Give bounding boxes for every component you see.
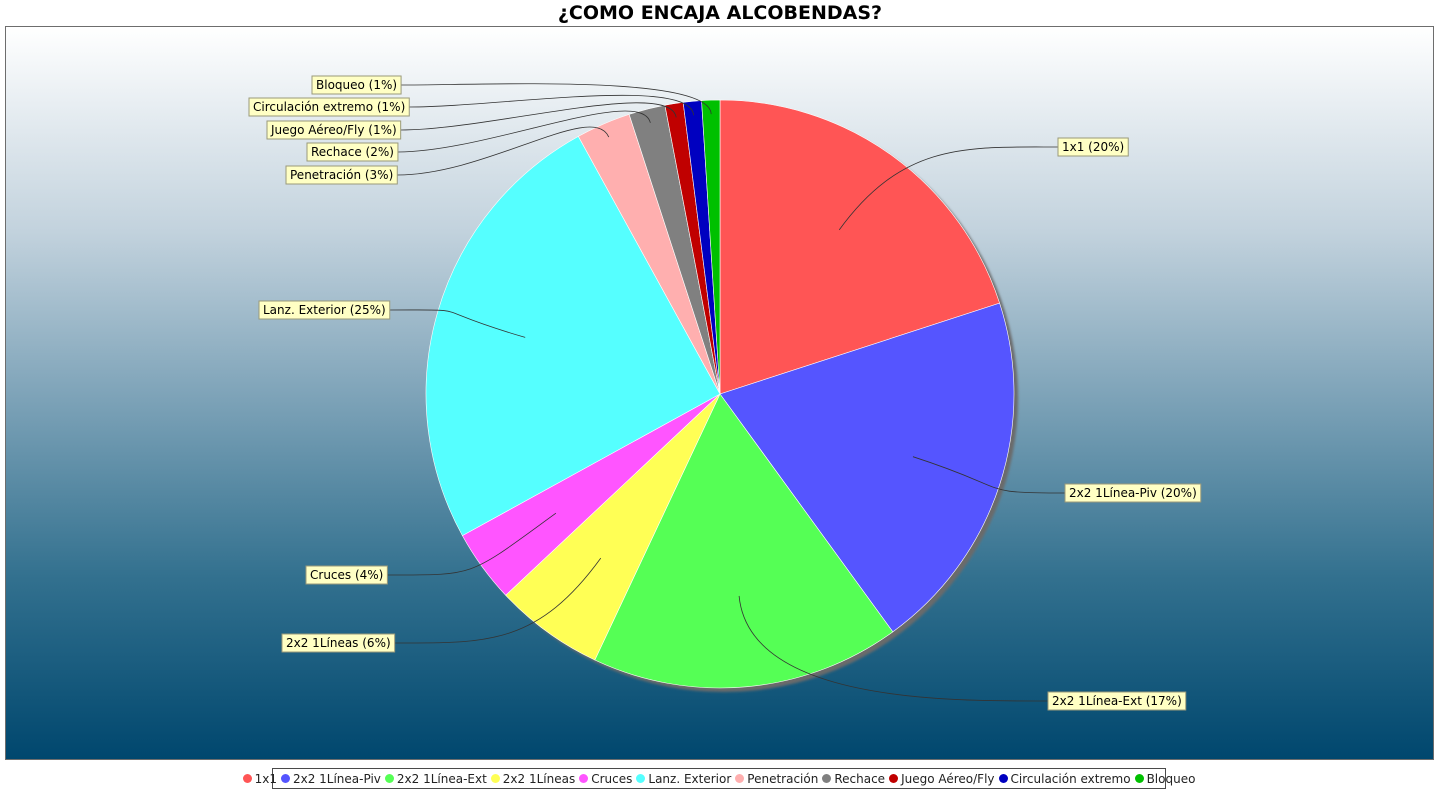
slice-label-box-circulacion-extremo [248, 97, 410, 117]
legend-item-cruces: Cruces [579, 772, 632, 786]
pie-slice-bloqueo[interactable] [701, 99, 721, 395]
legend-swatch-lanz-exterior [636, 774, 646, 783]
legend-label-2x2-1lineas: 2x2 1Líneas [502, 771, 576, 786]
slice-label-juego-aereo-fly: Juego Aéreo/Fly (1%) [266, 120, 402, 140]
pie-slice-lanz-exterior[interactable] [425, 135, 721, 537]
legend-item-circulacion-extremo: Circulación extremo [998, 771, 1131, 786]
slice-label-text-1x1: 1x1 (20%) [1062, 140, 1124, 154]
legend-swatch-rechace [822, 774, 832, 783]
slice-label-penetracion: Penetración (3%) [285, 165, 398, 185]
legend-item-2x2-1linea-ext: 2x2 1Línea-Ext [384, 771, 487, 786]
legend-swatch-bloqueo [1134, 774, 1144, 783]
legend-label-2x2-1linea-ext: 2x2 1Línea-Ext [396, 771, 487, 786]
legend-swatch-penetracion [735, 774, 745, 783]
slice-label-box-2x2-1linea-piv [1064, 483, 1202, 503]
slice-label-2x2-1linea-ext: 2x2 1Línea-Ext (17%) [1047, 691, 1187, 711]
chart-title: ¿COMO ENCAJA ALCOBENDAS? [557, 2, 883, 24]
slice-label-2x2-1lineas: 2x2 1Líneas (6%) [281, 633, 396, 653]
slice-label-text-penetracion: Penetración (3%) [290, 168, 393, 182]
slice-label-box-cruces [305, 565, 388, 585]
legend-label-juego-aereo-fly: Juego Aéreo/Fly [901, 771, 995, 786]
legend-label-2x2-1linea-piv: 2x2 1Línea-Piv [292, 771, 381, 786]
leader-line-circulacion-extremo [409, 94, 695, 116]
slice-label-box-bloqueo [311, 75, 402, 95]
slice-label-2x2-1linea-piv: 2x2 1Línea-Piv (20%) [1064, 483, 1202, 503]
slice-label-text-2x2-1linea-piv: 2x2 1Línea-Piv (20%) [1069, 486, 1197, 500]
slice-label-text-cruces: Cruces (4%) [310, 568, 383, 582]
slice-label-box-1x1 [1057, 137, 1129, 157]
slice-label-text-juego-aereo-fly: Juego Aéreo/Fly (1%) [270, 123, 397, 137]
leader-line-juego-aereo-fly [400, 102, 677, 131]
legend-label-bloqueo: Bloqueo [1146, 771, 1196, 786]
legend: 1x1 2x2 1Línea-Piv 2x2 1Línea-Ext 2x2 1Líne… [242, 768, 1195, 789]
legend-item-penetracion: Penetración [735, 772, 818, 786]
leader-line-2x2-1linea-ext [738, 595, 1049, 702]
slice-label-cruces: Cruces (4%) [305, 565, 388, 585]
slice-label-text-bloqueo: Bloqueo (1%) [316, 78, 397, 92]
legend-swatch-cruces [579, 774, 589, 783]
legend-label-rechace: Rechace [834, 771, 886, 786]
pie-slice-1x1[interactable] [719, 99, 1000, 395]
legend-swatch-2x2-1linea-piv [280, 774, 290, 783]
leader-line-penetracion [397, 126, 610, 176]
slice-label-text-rechace: Rechace (2%) [311, 145, 394, 159]
slice-label-box-2x2-1lineas [281, 633, 396, 653]
leader-line-2x2-1linea-piv [912, 456, 1066, 494]
slice-label-box-2x2-1linea-ext [1047, 691, 1187, 711]
pie-slice-2x2-1linea-ext[interactable] [594, 393, 894, 689]
slice-label-text-2x2-1linea-ext: 2x2 1Línea-Ext (17%) [1052, 694, 1182, 708]
legend-item-juego-aereo-fly: Juego Aéreo/Fly [889, 771, 995, 786]
leader-line-rechace [397, 110, 651, 153]
slice-label-text-circulacion-extremo: Circulación extremo (1%) [253, 100, 405, 114]
leader-line-cruces [387, 512, 557, 576]
legend-swatch-2x2-1lineas [490, 774, 500, 783]
slice-label-rechace: Rechace (2%) [306, 142, 399, 162]
pie-slice-2x2-1linea-piv[interactable] [719, 302, 1015, 633]
slice-label-bloqueo: Bloqueo (1%) [311, 75, 402, 95]
legend-label-penetracion: Penetración [747, 771, 819, 786]
leader-line-1x1 [838, 146, 1059, 231]
legend-label-cruces: Cruces [591, 771, 633, 786]
legend-label-1x1: 1x1 [254, 771, 277, 786]
slice-label-box-penetracion [285, 165, 398, 185]
legend-item-bloqueo: Bloqueo [1134, 771, 1196, 786]
leader-line-2x2-1lineas [394, 557, 602, 644]
legend-item-2x2-1linea-piv: 2x2 1Línea-Piv [280, 771, 381, 786]
slice-label-box-rechace [306, 142, 399, 162]
legend-swatch-juego-aereo-fly [889, 774, 899, 783]
legend-label-lanz-exterior: Lanz. Exterior [648, 771, 732, 786]
legend-swatch-2x2-1linea-ext [384, 774, 394, 783]
legend-label-circulacion-extremo: Circulación extremo [1010, 771, 1131, 786]
slice-label-circulacion-extremo: Circulación extremo (1%) [248, 97, 410, 117]
leader-line-bloqueo [401, 83, 712, 115]
legend-item-rechace: Rechace [822, 772, 885, 786]
slice-label-text-lanz-exterior: Lanz. Exterior (25%) [263, 303, 386, 317]
legend-swatch-1x1 [242, 774, 252, 783]
slice-label-1x1: 1x1 (20%) [1057, 137, 1129, 157]
legend-swatch-circulacion-extremo [998, 774, 1008, 783]
slice-label-box-lanz-exterior [258, 300, 391, 320]
legend-item-2x2-1lineas: 2x2 1Líneas [490, 771, 576, 786]
leader-line-lanz-exterior [389, 309, 526, 338]
slice-label-text-2x2-1lineas: 2x2 1Líneas (6%) [286, 636, 391, 650]
legend-item-1x1: 1x1 [242, 771, 277, 786]
legend-item-lanz-exterior: Lanz. Exterior [636, 772, 731, 786]
slice-label-lanz-exterior: Lanz. Exterior (25%) [258, 300, 391, 320]
slice-label-box-juego-aereo-fly [266, 120, 402, 140]
